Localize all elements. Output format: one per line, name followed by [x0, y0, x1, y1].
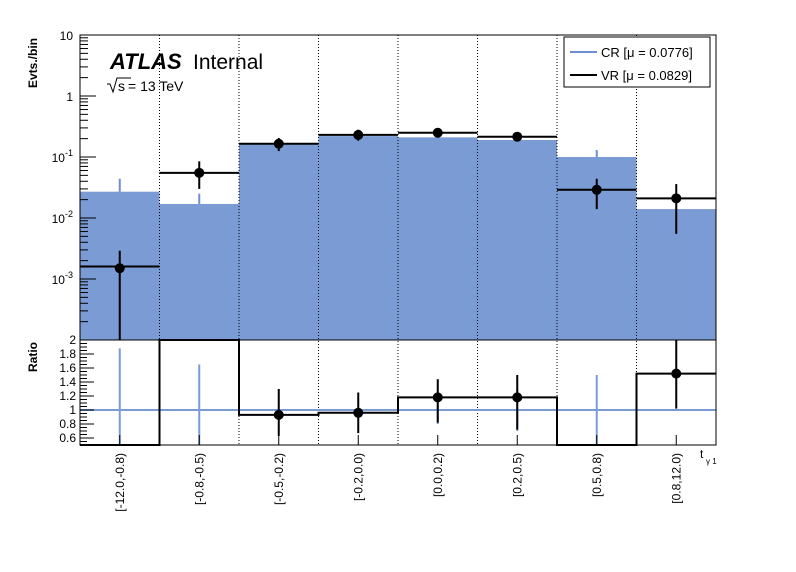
x-category-label-3: [-0.2,0.0)	[351, 453, 365, 501]
cr-bar-3	[318, 136, 398, 340]
y-tick-label-bottom: 2	[69, 333, 76, 347]
x-category-label-1: [-0.8,-0.5)	[192, 453, 206, 505]
legend-box	[563, 36, 711, 88]
y-tick-label-top: 10-3	[52, 270, 73, 287]
vr-point-0	[114, 263, 125, 274]
legend-vr-label: VR [μ = 0.0829]	[601, 68, 692, 83]
cr-bar-5	[477, 139, 557, 340]
energy-value: = 13 TeV	[128, 78, 184, 94]
legend-cr-label: CR [μ = 0.0776]	[601, 45, 693, 60]
ratio-point-5	[512, 392, 523, 403]
y-tick-label-bottom: 1.8	[59, 347, 76, 361]
main-panel: 10 1 10-1 10-2 10-3	[52, 29, 717, 445]
y-tick-label-bottom: 0.8	[59, 417, 76, 431]
y-tick-label-bottom: 1.2	[59, 389, 76, 403]
vr-point-1	[194, 167, 205, 178]
x-axis-title: t	[700, 447, 704, 461]
vr-point-2	[273, 138, 284, 149]
atlas-label: ATLAS	[109, 49, 182, 74]
ratio-point-7	[671, 368, 682, 379]
x-category-label-6: [0.5,0.8)	[590, 453, 604, 497]
y-tick-label-top: 10-1	[52, 148, 73, 165]
vr-point-3	[353, 129, 364, 140]
y-tick-label-bottom: 1	[69, 403, 76, 417]
vr-point-5	[512, 131, 523, 142]
energy-s: s	[118, 78, 125, 94]
ratio-panel: 0.60.811.21.41.61.82 [-12.0,-0.8) [-0.8,-0…	[59, 333, 717, 512]
cr-bar-4	[398, 137, 478, 340]
x-category-label-2: [-0.5,-0.2)	[272, 453, 286, 505]
ratio-point-4	[432, 392, 443, 403]
y-axis-title-top: Evts./bin	[26, 38, 40, 88]
cr-bar-2	[239, 144, 319, 340]
vr-point-7	[671, 193, 682, 204]
y-tick-label-bottom: 1.6	[59, 361, 76, 375]
vr-point-4	[432, 127, 443, 138]
sqrt-symbol	[107, 77, 131, 94]
cr-bar-1	[159, 203, 239, 340]
internal-label: Internal	[193, 51, 263, 74]
ratio-point-3	[353, 407, 364, 418]
y-tick-label-bottom: 1.4	[59, 375, 76, 389]
y-axis-title-bottom: Ratio	[26, 342, 40, 372]
y-tick-label-top: 10-2	[52, 209, 73, 226]
x-category-label-0: [-12.0,-0.8)	[113, 453, 127, 512]
legend: CR [μ = 0.0776] VR [μ = 0.0829]	[563, 36, 711, 88]
y-tick-label-top: 10	[60, 29, 74, 43]
x-category-label-4: [0.0,0.2)	[431, 453, 445, 497]
vr-point-6	[591, 184, 602, 195]
x-category-label-5: [0.2,0.5)	[510, 453, 524, 497]
x-axis-subscript: γ 1	[706, 457, 717, 466]
x-category-label-7: [0.8,12.0)	[669, 453, 683, 504]
y-tick-label-bottom: 0.6	[59, 431, 76, 445]
energy-label: s = 13 TeV	[107, 77, 184, 94]
ratio-point-2	[273, 409, 284, 420]
y-tick-label-top: 1	[66, 90, 73, 104]
